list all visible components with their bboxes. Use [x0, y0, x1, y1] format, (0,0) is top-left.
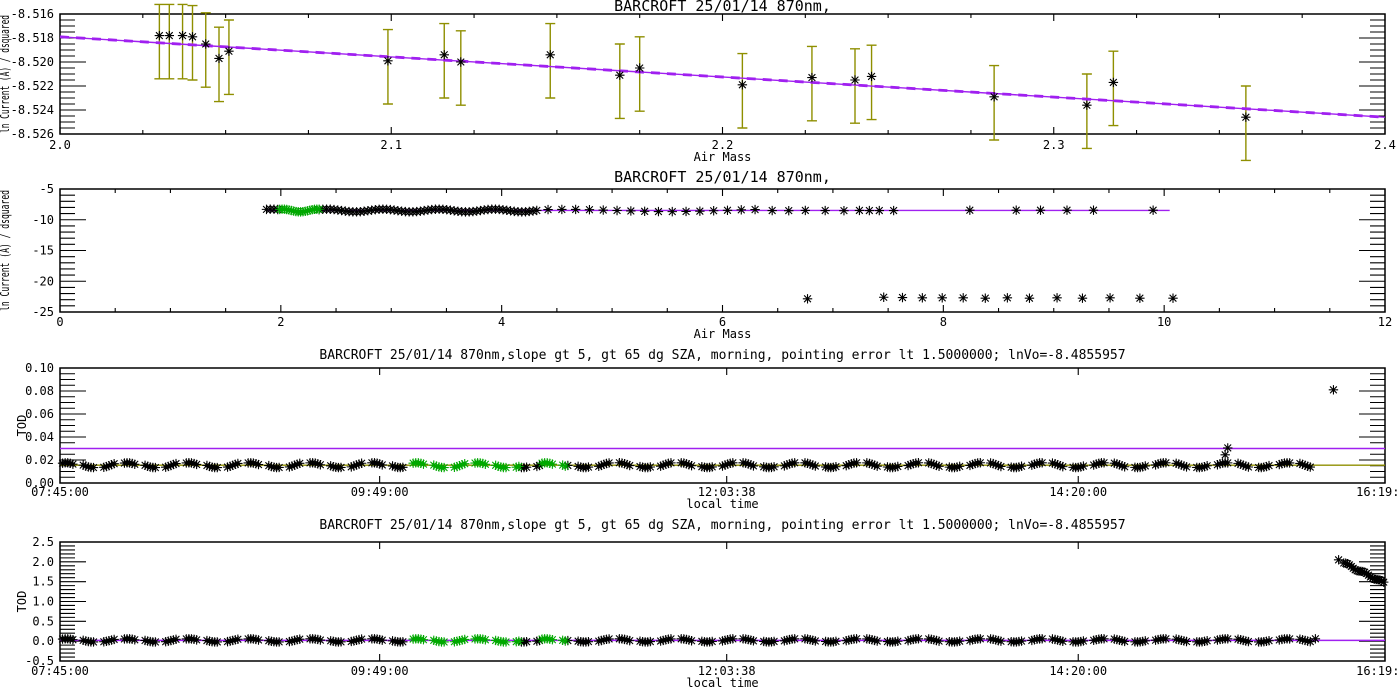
langley-airmass-panel: 0 2 4 6 8 10 12 -25 -20 -15 -10 -5 BARCROFT 25/01/14… — [0, 168, 1392, 341]
y-tick-label: 0.5 — [32, 614, 54, 628]
rejected-points — [802, 292, 1178, 304]
x-tick-label: 4 — [498, 315, 505, 329]
y-tick-label: -8.524 — [11, 103, 54, 117]
x-tick-label: 16:19:00 — [1356, 664, 1400, 678]
morning-fit-points — [275, 204, 324, 217]
y-tick-label: 0.08 — [25, 384, 54, 398]
y-tick-label: 1.0 — [32, 595, 54, 609]
y-tick-label: -5 — [40, 182, 54, 196]
y-axis-label: ln Current (A) / dsquared — [0, 15, 12, 133]
x-tick-label: 14:20:00 — [1049, 664, 1107, 678]
y-axis-label: TOD — [15, 591, 29, 613]
x-tick-label: 16:19:00 — [1356, 485, 1400, 499]
y-tick-label: 0.02 — [25, 453, 54, 467]
axis-ticks — [59, 188, 1386, 313]
x-axis-label: Air Mass — [694, 150, 752, 164]
tod-wide-panel: 07:45:00 09:49:00 12:03:38 14:20:00 16:19:00… — [15, 518, 1400, 690]
axis-ticks — [59, 13, 1386, 135]
y-tick-label: -8.516 — [11, 7, 54, 21]
tod-morning-fit-points-wide — [408, 634, 570, 647]
x-tick-label: 2.2 — [712, 138, 734, 152]
x-tick-label: 2.0 — [49, 138, 71, 152]
panel-title: BARCROFT 25/01/14 870nm,slope gt 5, gt 6… — [319, 518, 1125, 533]
x-tick-label: 12:03:38 — [698, 664, 756, 678]
tod-zoom-panel: 07:45:00 09:49:00 12:03:38 14:20:00 16:19:00… — [15, 348, 1400, 511]
y-tick-label: 0.00 — [25, 476, 54, 490]
x-tick-label: 07:45:00 — [31, 485, 89, 499]
x-tick-label: 2.3 — [1043, 138, 1065, 152]
panel-title: BARCROFT 25/01/14 870nm, — [614, 168, 831, 186]
x-axis-label: local time — [686, 676, 758, 690]
x-tick-label: 09:49:00 — [351, 485, 409, 499]
tod-points-wide — [57, 555, 1389, 647]
error-bars — [154, 3, 1251, 162]
plot-box — [59, 13, 1386, 135]
panel-title: BARCROFT 25/01/14 870nm, — [614, 0, 831, 15]
x-tick-label: 2 — [277, 315, 284, 329]
y-tick-label: -8.526 — [11, 127, 54, 141]
y-axis-label: ln Current (A) / dsquared — [0, 190, 12, 311]
y-tick-label: 1.5 — [32, 575, 54, 589]
y-tick-label: 0.10 — [25, 361, 54, 375]
y-tick-label: -25 — [32, 305, 54, 319]
y-tick-label: -8.520 — [11, 55, 54, 69]
tod-points — [57, 385, 1339, 473]
y-tick-label: 0.06 — [25, 407, 54, 421]
x-tick-label: 2.4 — [1374, 138, 1396, 152]
y-tick-label: 0.04 — [25, 430, 54, 444]
x-tick-label: 12 — [1378, 315, 1392, 329]
y-tick-label: 2.0 — [32, 555, 54, 569]
axis-ticks — [59, 367, 1386, 484]
x-tick-label: 09:49:00 — [351, 664, 409, 678]
x-tick-label: 2.1 — [380, 138, 402, 152]
y-tick-label: -15 — [32, 244, 54, 258]
x-axis-label: Air Mass — [694, 327, 752, 341]
y-tick-label: 2.5 — [32, 535, 54, 549]
y-tick-label: -10 — [32, 213, 54, 227]
x-tick-label: 8 — [940, 315, 947, 329]
langley-fit-panel: 2.0 2.1 2.2 2.3 2.4 -8.526 -8.524 -8.522 -8.520 -… — [0, 0, 1396, 164]
x-tick-label: 14:20:00 — [1049, 485, 1107, 499]
panel-title: BARCROFT 25/01/14 870nm,slope gt 5, gt 6… — [319, 348, 1125, 363]
plot-box — [59, 188, 1386, 313]
y-axis-label: TOD — [15, 415, 29, 437]
fit-line-dashes — [59, 35, 1386, 119]
x-tick-label: 07:45:00 — [31, 664, 89, 678]
y-tick-label: -8.522 — [11, 79, 54, 93]
x-tick-label: 0 — [56, 315, 63, 329]
y-tick-label: -0.5 — [25, 654, 54, 668]
y-tick-label: 0.0 — [32, 634, 54, 648]
langley-points — [154, 30, 1251, 122]
x-axis-label: local time — [686, 497, 758, 511]
x-tick-label: 10 — [1157, 315, 1171, 329]
tod-morning-fit-points — [408, 458, 570, 473]
y-tick-label: -20 — [32, 274, 54, 288]
x-tick-label: 6 — [719, 315, 726, 329]
x-tick-label: 12:03:38 — [698, 485, 756, 499]
y-tick-label: -8.518 — [11, 31, 54, 45]
